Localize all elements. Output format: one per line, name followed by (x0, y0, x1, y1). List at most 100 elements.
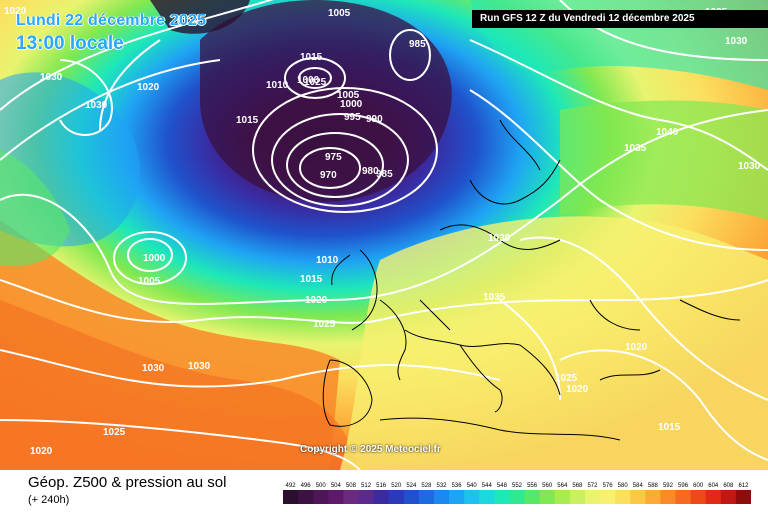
scale-swatch (449, 490, 465, 504)
scale-swatch (524, 490, 541, 504)
green-band-west (0, 150, 70, 267)
scale-swatch (283, 490, 299, 504)
scale-swatch (298, 490, 314, 504)
isobar-label: 1025 (103, 427, 126, 438)
scale-swatch (358, 490, 375, 504)
isobar-label: 1005 (337, 90, 360, 101)
scale-swatch (464, 490, 480, 504)
isobar-label: 1030 (488, 233, 511, 244)
scale-tick-label: 552 (512, 483, 523, 489)
scale-swatch (509, 490, 526, 504)
low-core-northwest (150, 0, 250, 34)
scale-swatch (328, 490, 344, 504)
isobar-label: 1000 (143, 253, 166, 264)
legend-subtitle: (+ 240h) (28, 494, 70, 506)
scale-tick-label: 604 (708, 483, 719, 489)
scale-tick-label: 584 (633, 483, 644, 489)
scale-tick-label: 504 (331, 483, 342, 489)
scale-swatch (433, 490, 450, 504)
scale-tick-label: 580 (618, 483, 629, 489)
isobar-label: 1025 (555, 373, 578, 384)
isobar-label: 1020 (137, 82, 160, 93)
isobar-label: 1005 (175, 17, 198, 28)
scale-tick-label: 564 (557, 483, 568, 489)
isobar-label: 1015 (236, 115, 259, 126)
scale-swatch (539, 490, 556, 504)
isobar-label: 990 (366, 114, 383, 125)
scale-tick-label: 492 (286, 483, 297, 489)
isobar-label: 1030 (85, 100, 108, 111)
isobar-label: 1020 (566, 384, 589, 395)
scale-swatch (600, 490, 616, 504)
isobar-label: 980 (362, 166, 379, 177)
scale-tick-label: 544 (482, 483, 493, 489)
scale-tick-label: 516 (376, 483, 387, 489)
scale-tick-label: 608 (723, 483, 734, 489)
scale-swatch (313, 490, 329, 504)
isobar-label: 1020 (625, 342, 648, 353)
legend-title: Géop. Z500 & pression au sol (28, 474, 227, 491)
green-band-east (560, 100, 768, 220)
scale-tick-label: 548 (497, 483, 508, 489)
scale-tick-label: 588 (648, 483, 659, 489)
scale-tick-label: 520 (391, 483, 402, 489)
isobar-label: 1015 (300, 274, 323, 285)
scale-swatch (630, 490, 646, 504)
isobar-label: 1030 (738, 161, 761, 172)
scale-tick-label: 572 (587, 483, 598, 489)
scale-swatch (690, 490, 707, 504)
isobar-label: 1000 (297, 75, 320, 86)
isobar-label: 1020 (4, 6, 27, 17)
scale-tick-label: 536 (452, 483, 463, 489)
scale-tick-label: 532 (437, 483, 448, 489)
scale-swatch (479, 490, 495, 504)
isobar-label: 1010 (316, 255, 339, 266)
isobar-label: 1030 (188, 361, 211, 372)
scale-swatch (343, 490, 359, 504)
scale-tick-label: 568 (572, 483, 583, 489)
scale-tick-label: 612 (738, 483, 749, 489)
scale-tick-label: 596 (678, 483, 689, 489)
legend-panel: Géop. Z500 & pression au sol (+ 240h) 49… (0, 470, 768, 512)
isobar-label: 1035 (624, 143, 647, 154)
forecast-date: Lundi 22 décembre 2025 (16, 12, 207, 29)
isobar-label: 1030 (725, 36, 748, 47)
isobar-label: 1030 (142, 363, 165, 374)
isobar-label: 1020 (305, 295, 328, 306)
scale-swatch (660, 490, 677, 504)
isobar-label: 1025 (313, 319, 336, 330)
isobar-label: 1035 (483, 292, 506, 303)
scale-tick-label: 500 (316, 483, 327, 489)
scale-tick-label: 508 (346, 483, 357, 489)
scale-swatch (388, 490, 405, 504)
scale-swatch (645, 490, 661, 504)
isobar-label: 975 (325, 152, 342, 163)
scale-tick-label: 592 (663, 483, 674, 489)
scale-tick-label: 512 (361, 483, 372, 489)
scale-swatch (373, 490, 390, 504)
coastlines (322, 119, 741, 441)
scale-swatch (705, 490, 722, 504)
forecast-time: 13:00 locale (16, 33, 124, 54)
scale-tick-label: 528 (421, 483, 432, 489)
scale-tick-label: 496 (301, 483, 312, 489)
scale-swatch (569, 490, 586, 504)
isobar-label: 985 (376, 169, 393, 180)
copyright-notice: Copyright © 2025 Meteociel.fr (300, 444, 441, 455)
isobar-label: 1020 (30, 446, 53, 457)
isobars (0, 0, 768, 470)
run-info: Run GFS 12 Z du Vendredi 12 décembre 202… (472, 10, 768, 28)
isobar-label: 1030 (40, 72, 63, 83)
scale-tick-label: 600 (693, 483, 704, 489)
isobar-label: 1040 (656, 127, 679, 138)
isobar-label: 1005 (138, 276, 161, 287)
isobar-label: 1000 (340, 99, 363, 110)
scale-swatch (720, 490, 737, 504)
scale-tick-label: 576 (603, 483, 614, 489)
isobar-label: 1010 (266, 80, 289, 91)
color-scale: 492 496 500 504 508 512 516 520 524 528 532 536 540 5… (283, 483, 751, 504)
isobar-label: 1005 (328, 8, 351, 19)
scale-tick-label: 524 (406, 483, 417, 489)
